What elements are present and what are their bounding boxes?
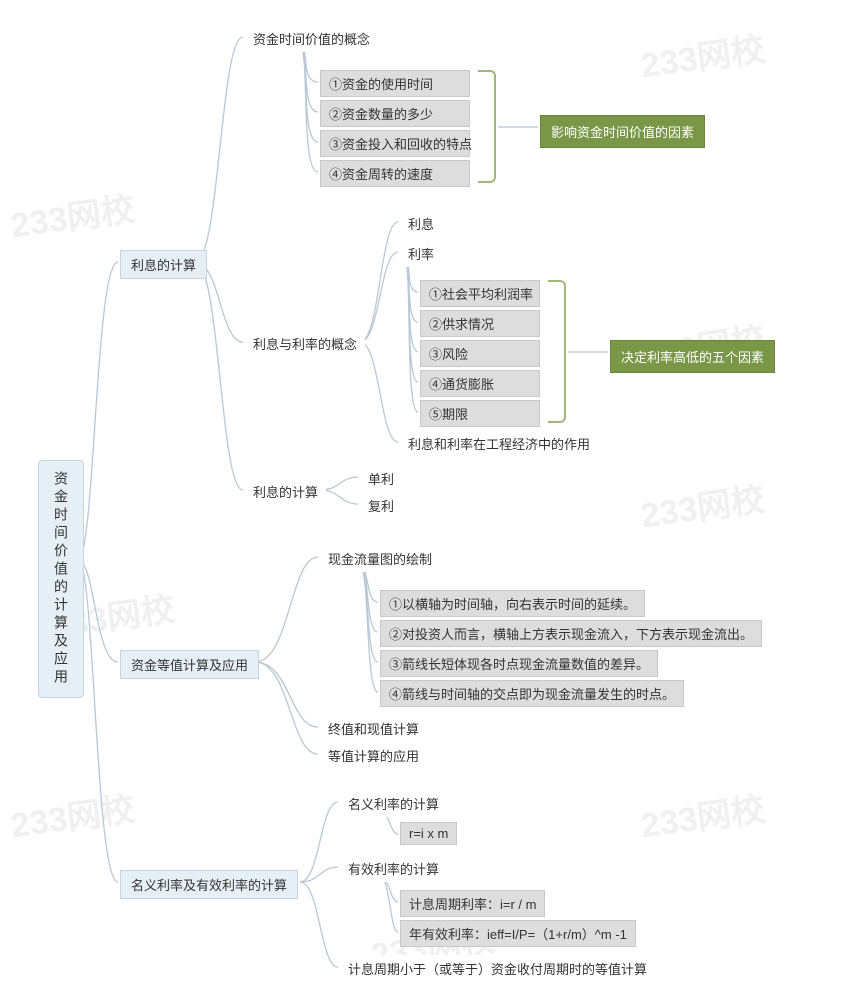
b1-n3: 利息的计算 <box>245 478 326 505</box>
b1-factors-title: 影响资金时间价值的因素 <box>540 115 705 148</box>
b1-factor-c: ③资金投入和回收的特点 <box>320 130 470 157</box>
b1-n3-b: 复利 <box>360 492 402 519</box>
b2-rule-b: ②对投资人而言，横轴上方表示现金流入，下方表示现金流出。 <box>380 620 762 647</box>
b2-n2: 终值和现值计算 <box>320 715 427 742</box>
b1-n1: 资金时间价值的概念 <box>245 25 378 52</box>
b1-n2: 利息与利率的概念 <box>245 330 365 357</box>
b1-rate-2: ②供求情况 <box>420 310 540 337</box>
b3-n1: 名义利率的计算 <box>340 790 447 817</box>
b1-rate-3: ③风险 <box>420 340 540 367</box>
b1-n3-a: 单利 <box>360 465 402 492</box>
root-node: 资金时间价值的计算及应用 <box>38 460 84 698</box>
b1-n2-c: 利息和利率在工程经济中的作用 <box>400 430 598 457</box>
b2-rule-d: ④箭线与时间轴的交点即为现金流量发生的时点。 <box>380 680 684 707</box>
b1-rate-1: ①社会平均利润率 <box>420 280 540 307</box>
b3-n3: 计息周期小于（或等于）资金收付周期时的等值计算 <box>340 955 655 982</box>
b3-n2: 有效利率的计算 <box>340 855 447 882</box>
b1-rate-title: 决定利率高低的五个因素 <box>610 340 775 373</box>
b2-rule-a: ①以横轴为时间轴，向右表示时间的延续。 <box>380 590 645 617</box>
b2-n3: 等值计算的应用 <box>320 742 427 769</box>
b3-formula-a: 计息周期利率：i=r / m <box>400 890 545 917</box>
b1-factor-d: ④资金周转的速度 <box>320 160 470 187</box>
b3-formula-b: 年有效利率：ieff=I/P=（1+r/m）^m -1 <box>400 920 636 947</box>
watermark: 233网校 <box>637 22 767 88</box>
b2-rule-c: ③箭线长短体现各时点现金流量数值的差异。 <box>380 650 658 677</box>
b3-formula1: r=i x m <box>400 822 457 845</box>
b1-n2-a: 利息 <box>400 210 442 237</box>
branch2-title: 资金等值计算及应用 <box>120 650 259 679</box>
branch3-title: 名义利率及有效利率的计算 <box>120 870 298 899</box>
b1-factor-b: ②资金数量的多少 <box>320 100 470 127</box>
b1-rate-4: ④通货膨胀 <box>420 370 540 397</box>
b1-rate-5: ⑤期限 <box>420 400 540 427</box>
branch1-title: 利息的计算 <box>120 250 207 279</box>
bracket1 <box>478 70 496 183</box>
b2-n1: 现金流量图的绘制 <box>320 545 440 572</box>
watermark: 233网校 <box>637 782 767 848</box>
watermark: 233网校 <box>7 182 137 248</box>
bracket2 <box>548 280 566 423</box>
b1-factor-a: ①资金的使用时间 <box>320 70 470 97</box>
watermark: 233网校 <box>7 782 137 848</box>
b1-n2-b: 利率 <box>400 240 442 267</box>
watermark: 233网校 <box>637 472 767 538</box>
